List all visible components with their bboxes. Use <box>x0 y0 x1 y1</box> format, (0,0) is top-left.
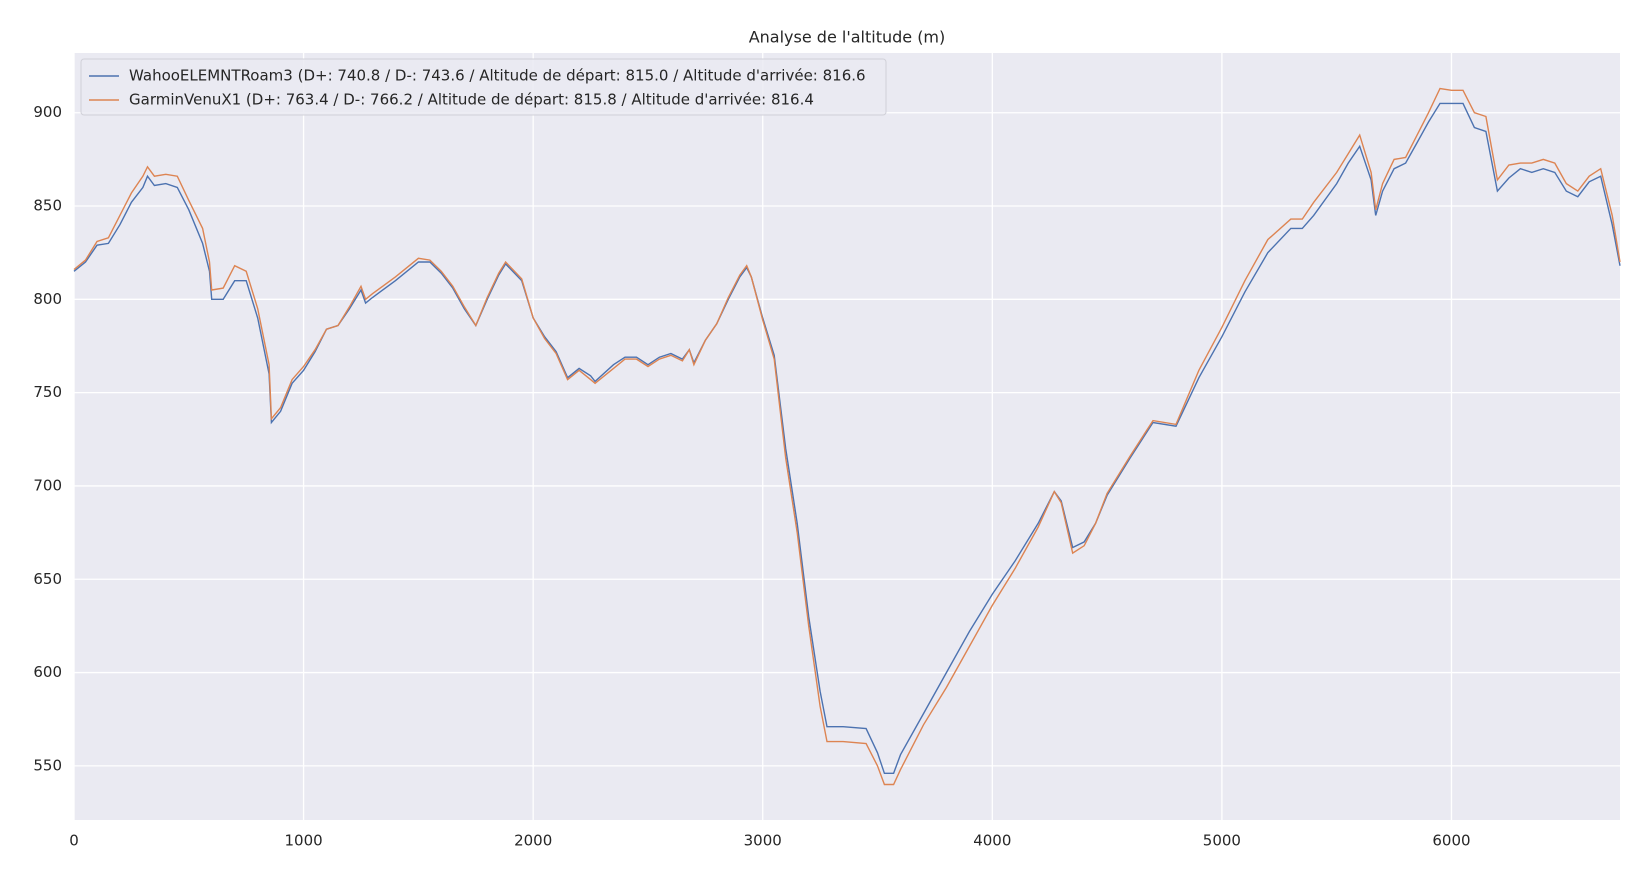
x-tick-label: 6000 <box>1432 832 1470 850</box>
y-tick-label: 650 <box>33 570 62 588</box>
x-tick-label: 2000 <box>514 832 552 850</box>
x-tick-label: 0 <box>69 832 79 850</box>
y-tick-label: 550 <box>33 756 62 774</box>
y-tick-label: 700 <box>33 476 62 494</box>
y-tick-label: 900 <box>33 103 62 121</box>
y-tick-label: 750 <box>33 383 62 401</box>
y-tick-label: 800 <box>33 290 62 308</box>
legend-box <box>80 58 887 116</box>
legend-label: WahooELEMNTRoam3 (D+: 740.8 / D-: 743.6 … <box>129 67 866 85</box>
y-tick-label: 600 <box>33 663 62 681</box>
chart-title: Analyse de l'altitude (m) <box>749 28 946 47</box>
x-tick-label: 5000 <box>1203 832 1241 850</box>
legend-label: GarminVenuX1 (D+: 763.4 / D-: 766.2 / Al… <box>129 91 814 109</box>
x-tick-label: 1000 <box>284 832 322 850</box>
x-tick-label: 3000 <box>744 832 782 850</box>
line-series <box>73 87 1621 786</box>
y-tick-label: 850 <box>33 197 62 215</box>
x-tick-label: 4000 <box>973 832 1011 850</box>
plot-area <box>74 53 1620 820</box>
